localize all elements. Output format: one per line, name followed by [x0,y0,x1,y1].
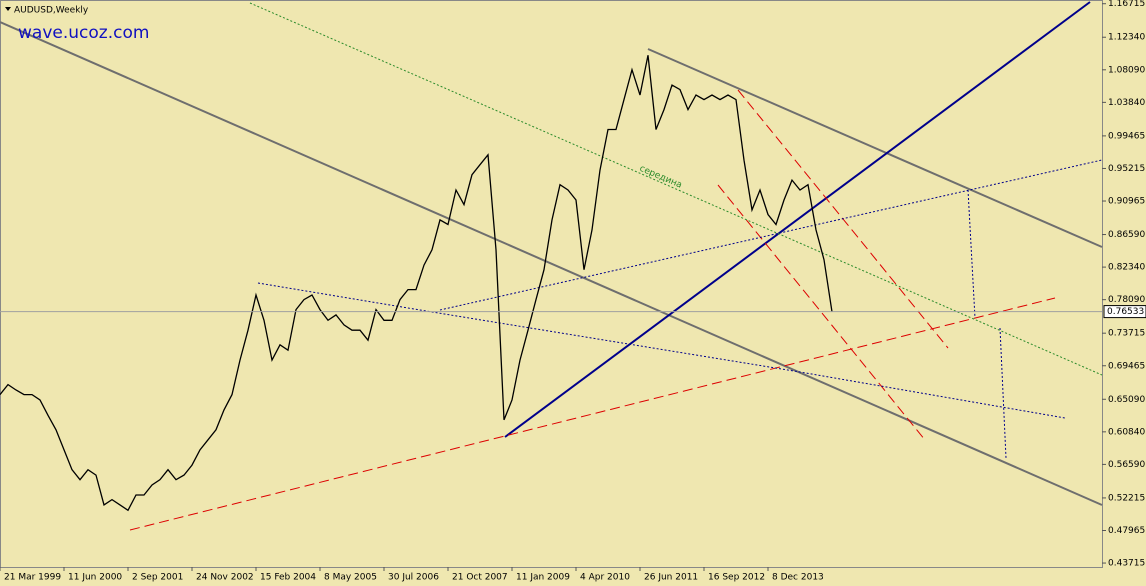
channel-line [0,21,1103,506]
dotted-line [439,159,1103,311]
y-tick-label: 0.52215 [1108,493,1145,503]
y-tick-label: 0.90965 [1108,197,1145,207]
chart-title: AUDUSD,Weekly [14,6,89,16]
x-tick-label: 16 Sep 2012 [708,573,765,583]
trend-line [717,184,926,441]
y-tick-label: 0.73715 [1108,329,1145,339]
watermark: wave.ucoz.com [18,23,149,43]
y-tick-label: 0.43715 [1108,559,1145,569]
x-tick-label: 21 Oct 2007 [452,573,508,583]
y-tick-label: 0.82340 [1108,263,1145,273]
price-label: 0.76533 [1107,307,1144,317]
drawn-objects [0,1,1103,531]
x-tick-label: 11 Jun 2000 [68,573,122,583]
y-tick-label: 0.99465 [1108,131,1145,141]
x-tick-label: 26 Jun 2011 [644,573,698,583]
y-tick-label: 0.65090 [1108,395,1145,405]
title-arrow [5,7,11,11]
price-label-box [1103,305,1146,319]
x-tick-label: 4 Apr 2010 [580,573,630,583]
y-tick-label: 1.16715 [1108,0,1145,9]
y-tick-label: 0.56590 [1108,460,1145,470]
mid-line [249,2,1103,376]
x-tick-label: 15 Feb 2004 [260,573,316,583]
y-tick-label: 1.08090 [1108,65,1145,75]
trend-line [129,297,1056,531]
price-line [0,55,833,512]
y-tick-label: 1.03840 [1108,98,1145,108]
dotted-line [967,189,976,319]
x-tick-label: 2 Sep 2001 [132,573,183,583]
y-tick-label: 0.69465 [1108,361,1145,371]
y-tick-label: 0.78090 [1108,295,1145,305]
y-tick-label: 0.60840 [1108,427,1145,437]
channel-line [647,48,1103,248]
plot-border [0,0,1103,568]
x-tick-label: 24 Nov 2002 [196,573,254,583]
x-tick-label: 11 Jan 2009 [516,573,570,583]
y-tick-label: 0.47965 [1108,526,1145,536]
dotted-line [999,327,1007,459]
x-tick-label: 21 Mar 1999 [4,573,61,583]
y-tick-label: 0.86590 [1108,230,1145,240]
y-tick-label: 1.12340 [1108,33,1145,43]
dotted-line [257,282,1066,419]
x-tick-label: 8 May 2005 [324,573,377,583]
x-tick-label: 30 Jul 2006 [388,573,439,583]
x-tick-label: 8 Dec 2013 [772,573,824,583]
y-tick-label: 0.95215 [1108,164,1145,174]
trend-line [504,1,1091,438]
